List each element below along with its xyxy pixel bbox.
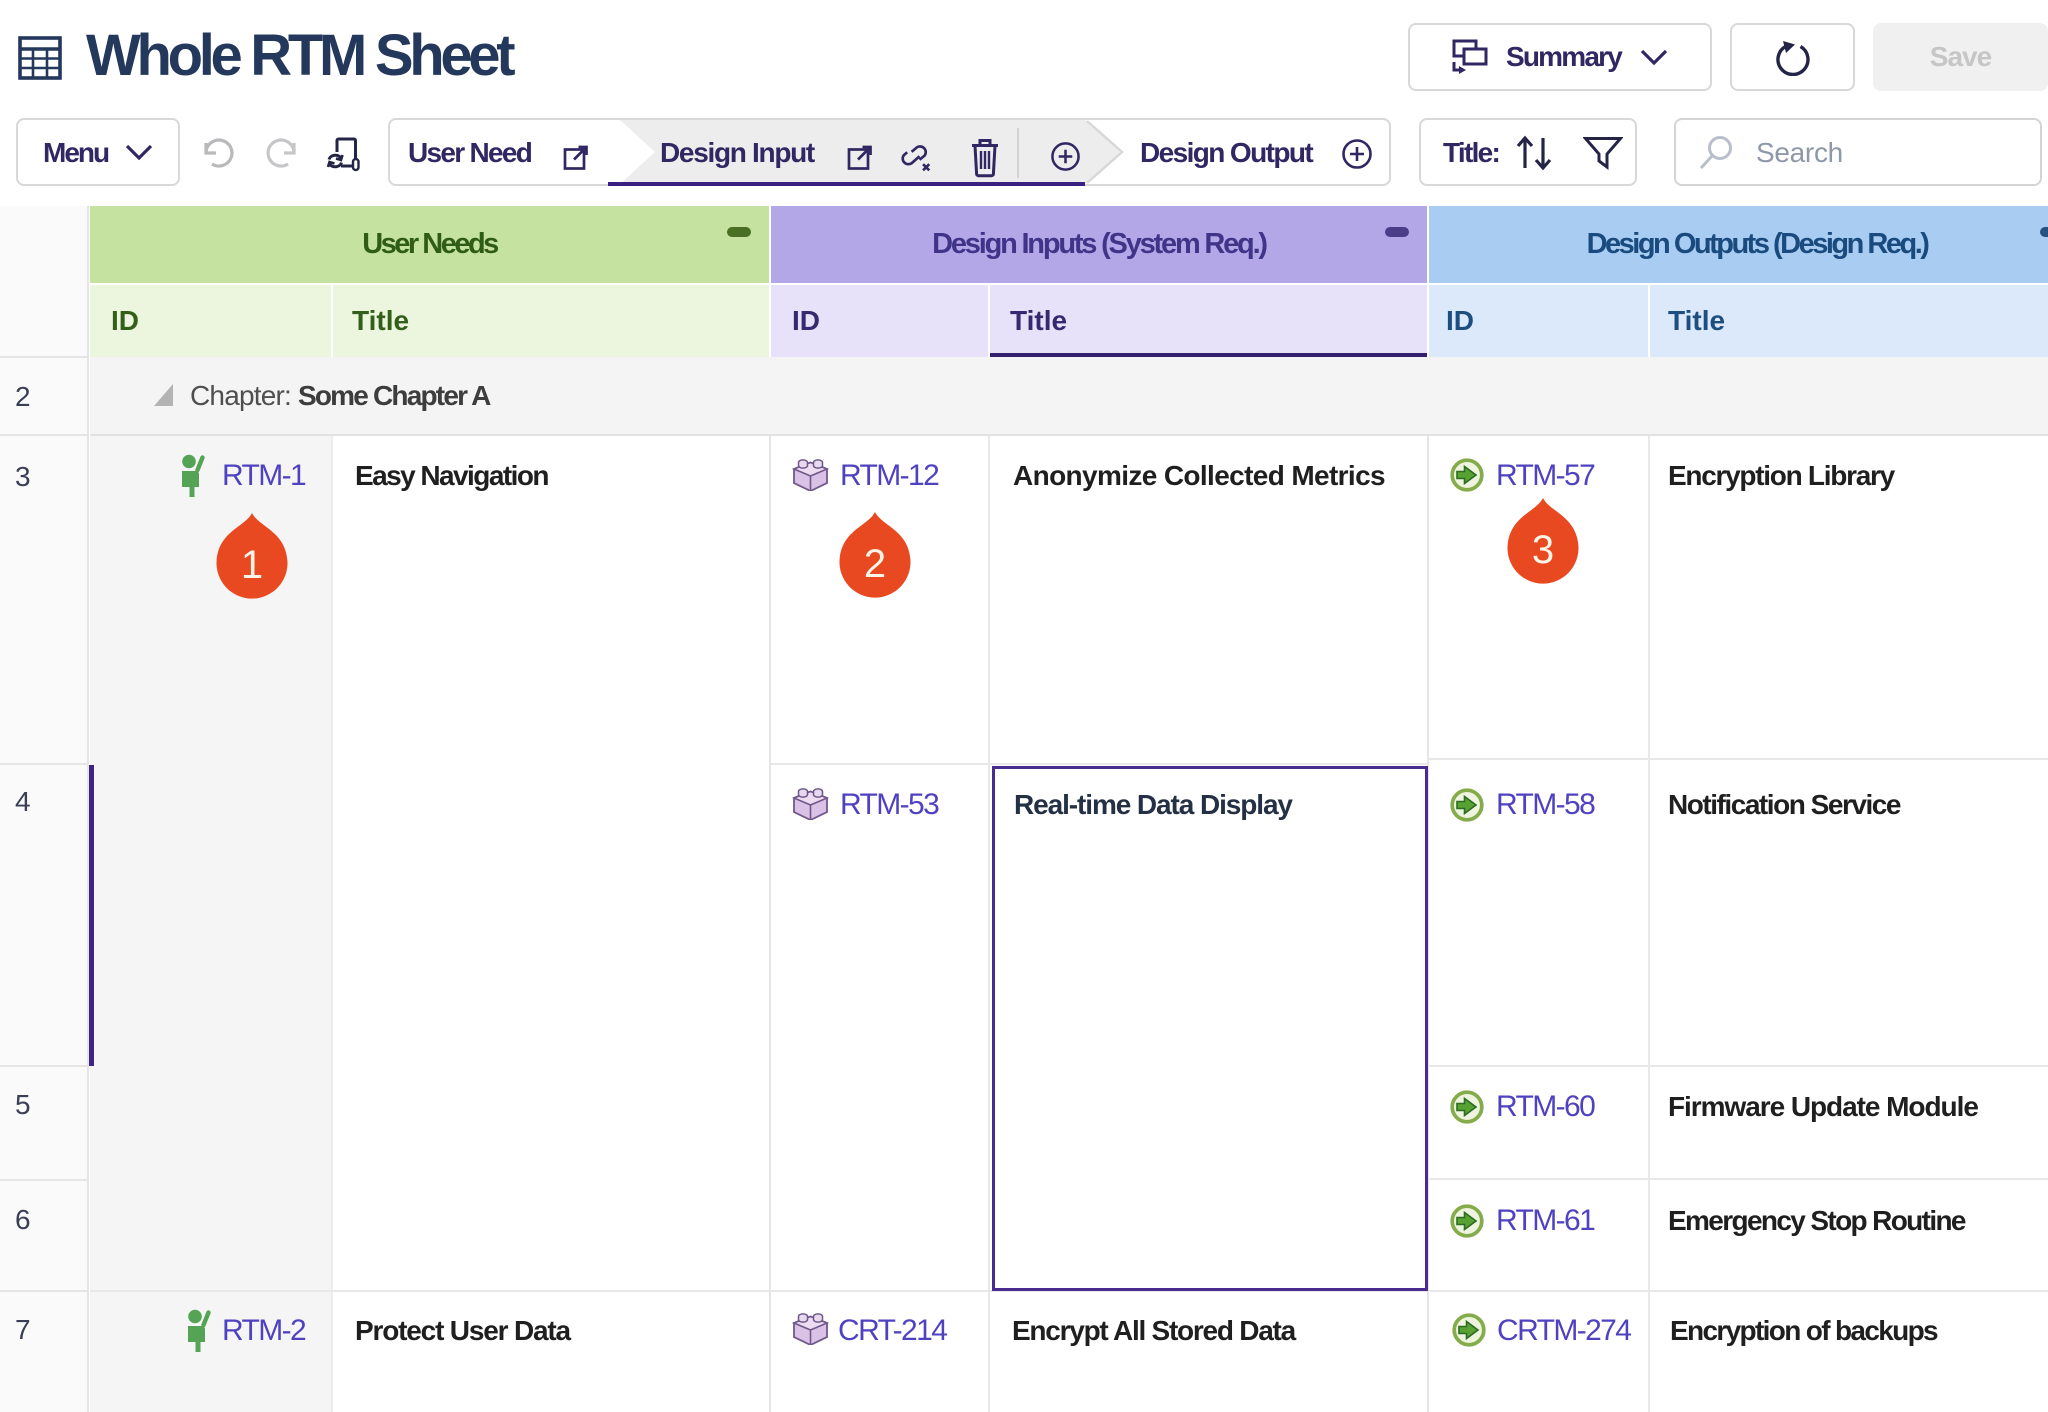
svg-text:2: 2 <box>864 542 886 586</box>
svg-text:1: 1 <box>241 543 263 587</box>
svg-text:3: 3 <box>1532 528 1554 572</box>
